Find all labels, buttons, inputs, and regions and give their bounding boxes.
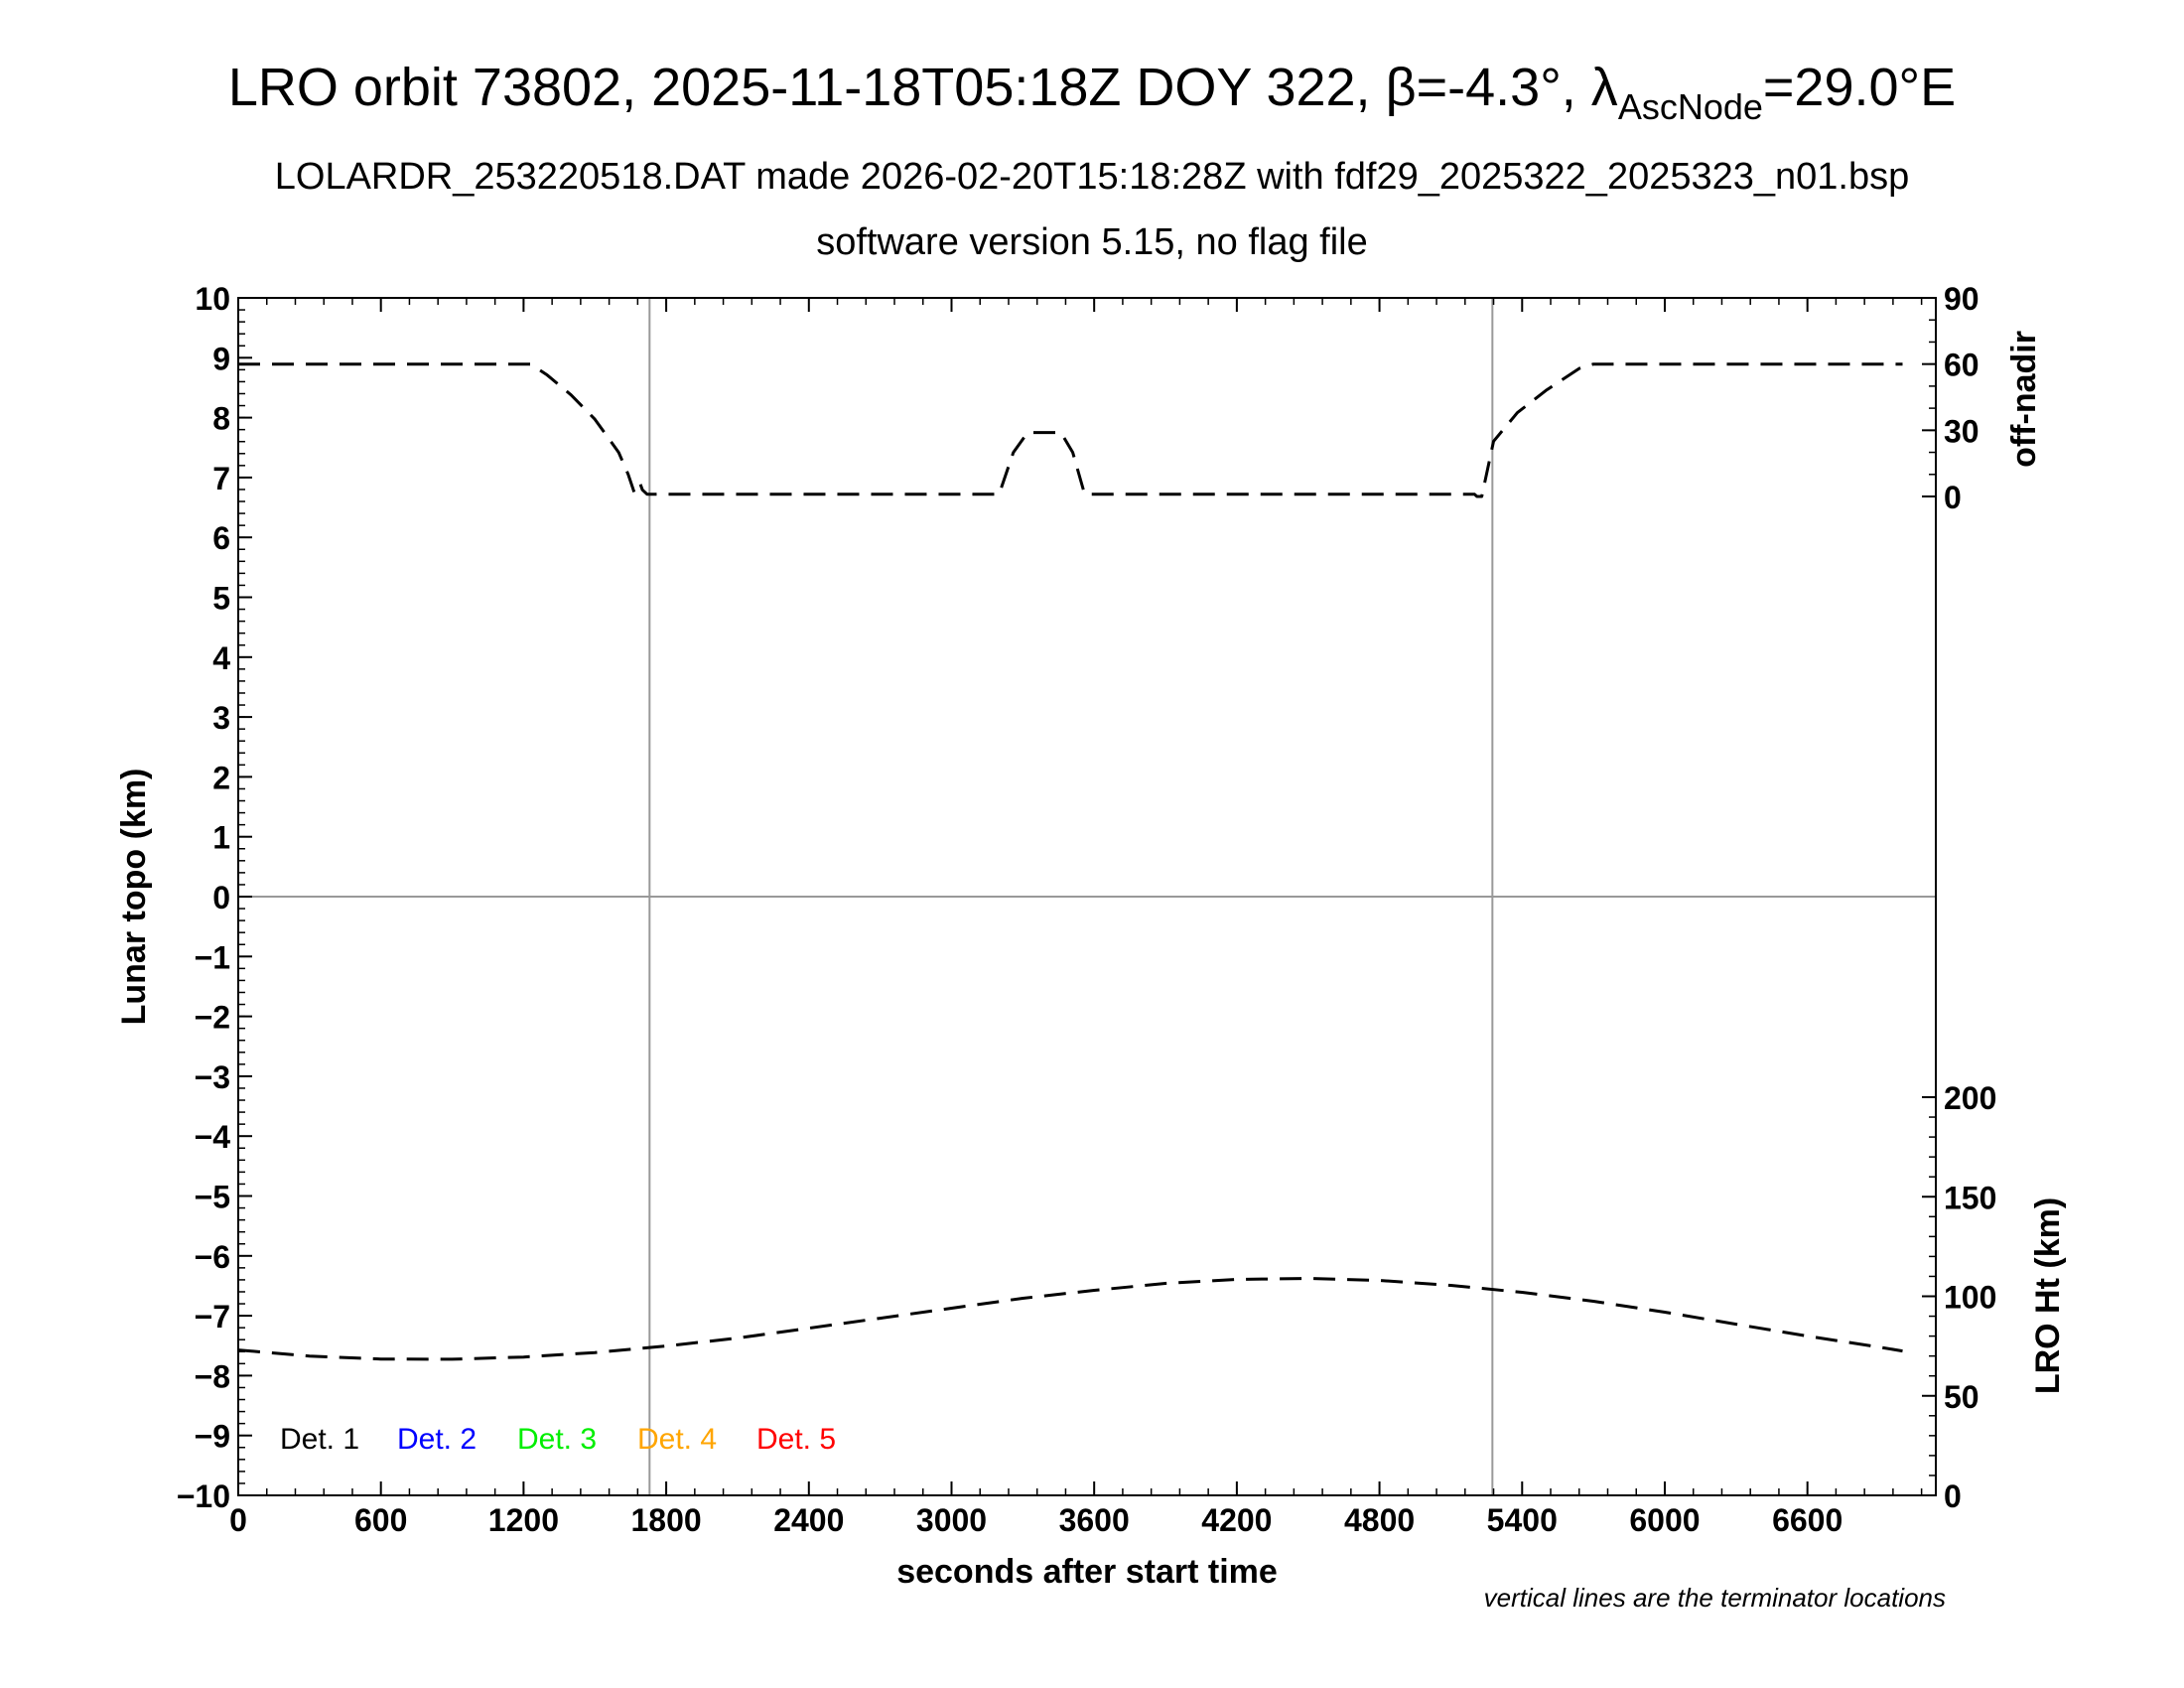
legend-item: Det. 3 — [517, 1423, 597, 1456]
height-tick-label: 50 — [1944, 1379, 1979, 1415]
offnadir-tick-label: 90 — [1944, 281, 1979, 317]
y-tick-label: −9 — [195, 1419, 230, 1455]
offnadir-series-line — [238, 362, 1903, 498]
chart-title-subscript: AscNode — [1618, 86, 1763, 127]
height-series-line — [237, 1277, 1903, 1361]
offnadir-tick-label: 60 — [1944, 348, 1979, 383]
y-tick-label: 10 — [195, 281, 230, 317]
y-tick-label: 3 — [212, 700, 230, 736]
offnadir-tick-label: 0 — [1944, 480, 1962, 515]
height-tick-label: 100 — [1944, 1280, 1996, 1316]
x-tick-label: 3000 — [916, 1502, 987, 1538]
x-tick-label: 2400 — [773, 1502, 844, 1538]
y-tick-label: 9 — [212, 341, 230, 376]
y-tick-label: 8 — [212, 401, 230, 437]
legend: Det. 1 Det. 2 Det. 3 Det. 4 Det. 5 — [280, 1423, 836, 1456]
y-tick-label: 0 — [212, 880, 230, 915]
legend-item: Det. 5 — [756, 1423, 836, 1456]
chart-subtitle-1: LOLARDR_253220518.DAT made 2026-02-20T15… — [275, 156, 1910, 198]
axis-ticks — [237, 297, 1936, 1496]
y-tick-label: 4 — [212, 640, 230, 676]
y-tick-label: −7 — [195, 1299, 230, 1335]
terminator-note: vertical lines are the terminator locati… — [1484, 1583, 1946, 1613]
height-tick-label: 0 — [1944, 1478, 1962, 1514]
x-axis-title: seconds after start time — [896, 1553, 1278, 1591]
y-tick-label: 1 — [212, 820, 230, 856]
x-tick-label: 0 — [229, 1502, 247, 1538]
y-tick-label: −10 — [177, 1478, 230, 1514]
chart-subtitle-2: software version 5.15, no flag file — [816, 221, 1368, 263]
y-tick-label: −5 — [195, 1180, 230, 1215]
height-axis-title: LRO Ht (km) — [2029, 1197, 2067, 1394]
legend-item: Det. 2 — [397, 1423, 477, 1456]
offnadir-tick-label: 30 — [1944, 413, 1979, 449]
y-tick-label: 5 — [212, 581, 230, 617]
y-tick-label: −6 — [195, 1239, 230, 1275]
height-tick-label: 150 — [1944, 1180, 1996, 1215]
chart-title-tail: =29.0°E — [1763, 58, 1956, 117]
y-tick-label: 7 — [212, 461, 230, 496]
x-tick-label: 4800 — [1344, 1502, 1415, 1538]
x-tick-label: 6000 — [1629, 1502, 1700, 1538]
series-layer — [237, 362, 1903, 1361]
x-tick-labels: 0 600 1200 1800 2400 3000 3600 4200 4800 5400 6000… — [229, 1502, 1843, 1538]
y-tick-label: −2 — [195, 1000, 230, 1036]
legend-item: Det. 4 — [637, 1423, 717, 1456]
offnadir-axis-title: off-nadir — [2005, 331, 2043, 468]
x-tick-label: 1200 — [488, 1502, 559, 1538]
x-tick-label: 3600 — [1059, 1502, 1130, 1538]
chart-title: LRO orbit 73802, 2025-11-18T05:18Z DOY 3… — [228, 58, 1956, 127]
y-tick-label: −4 — [195, 1119, 231, 1155]
height-tick-label: 200 — [1944, 1080, 1996, 1116]
x-tick-label: 4200 — [1201, 1502, 1272, 1538]
x-tick-label: 6600 — [1772, 1502, 1843, 1538]
y-tick-label: 6 — [212, 520, 230, 556]
height-tick-labels: 0 50 100 150 200 — [1944, 1080, 1996, 1514]
x-tick-label: 5400 — [1487, 1502, 1558, 1538]
y-tick-label: 2 — [212, 760, 230, 795]
y-tick-label: −8 — [195, 1358, 230, 1394]
y-axis-title: Lunar topo (km) — [115, 769, 153, 1026]
y-tick-label: −3 — [195, 1059, 230, 1095]
x-tick-label: 600 — [354, 1502, 407, 1538]
y-tick-label: −1 — [195, 939, 230, 975]
legend-item: Det. 1 — [280, 1423, 359, 1456]
reference-lines — [238, 298, 1936, 1495]
chart-title-main: LRO orbit 73802, 2025-11-18T05:18Z DOY 3… — [228, 58, 1618, 117]
x-tick-label: 1800 — [630, 1502, 701, 1538]
offnadir-tick-labels: 0 30 60 90 — [1944, 281, 1979, 515]
